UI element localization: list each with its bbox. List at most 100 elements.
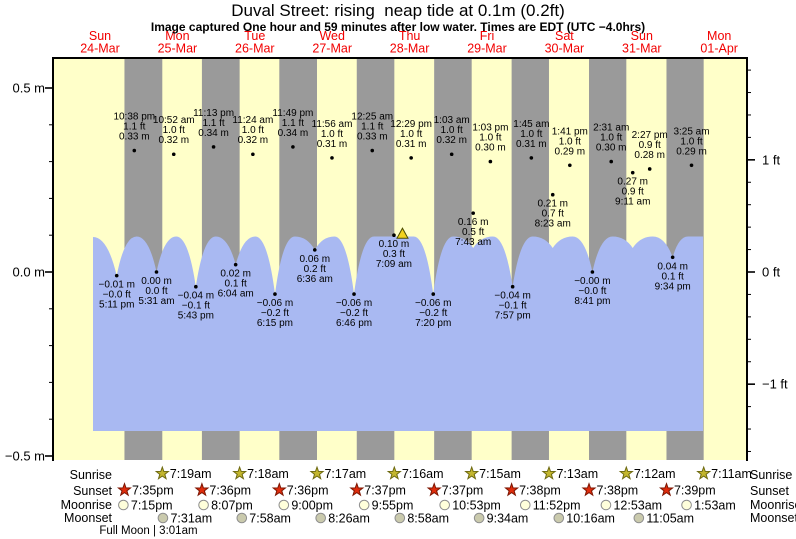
high-tide-m: 0.34 m: [278, 128, 309, 139]
sunrise-star-icon: [232, 465, 248, 480]
low-tide-m: −0.06 m: [415, 298, 451, 309]
sunrise-time: 7:17am: [324, 467, 366, 481]
low-tide-ft: −0.0 ft: [578, 286, 606, 297]
high-tide-dot: [171, 152, 176, 157]
high-tide-time: 2:31 am: [593, 123, 629, 134]
low-tide-ft: −0.0 ft: [103, 290, 131, 301]
high-tide-time: 1:03 am: [434, 115, 470, 126]
sunset-star-icon: [271, 482, 287, 497]
day-label-dow: Thu: [399, 29, 421, 43]
sunrise-row-label-right: Sunrise: [750, 468, 793, 482]
day-label-date: 31-Mar: [622, 42, 662, 56]
moonset-time: 11:05am: [646, 512, 694, 526]
sunset-time: 7:35pm: [132, 484, 174, 498]
low-tide-dot: [510, 284, 515, 289]
moonrise-time: 10:53pm: [452, 499, 501, 513]
current-level-dot: [392, 233, 396, 237]
low-tide-ft: 0.7 ft: [542, 209, 564, 220]
low-tide-m: −0.04 m: [178, 291, 214, 302]
moonrise-circle-icon: [600, 499, 612, 511]
moonset-circle-icon: [236, 512, 248, 524]
low-tide-dot: [352, 292, 356, 296]
high-tide-m: 0.30 m: [475, 143, 506, 154]
high-tide-m: 0.29 m: [555, 146, 586, 157]
high-tide-m: 0.33 m: [119, 132, 150, 143]
high-tide-dot: [529, 156, 534, 160]
low-tide-ft: −0.1 ft: [499, 301, 527, 312]
moonrise-circle-icon: [118, 499, 129, 511]
low-tide-dot: [550, 192, 555, 197]
high-tide-m: 0.32 m: [158, 135, 189, 146]
day-label-dow: Wed: [319, 29, 345, 43]
sunset-time: 7:38pm: [597, 484, 639, 498]
sunrise-time: 7:15am: [479, 467, 521, 481]
low-tide-time: 7:43 am: [455, 237, 491, 248]
low-tide-time: 8:41 pm: [574, 296, 610, 307]
low-tide-dot: [273, 292, 277, 296]
high-tide-ft: 1.0 ft: [600, 133, 622, 144]
high-tide-m: 0.31 m: [317, 139, 348, 150]
moonset-row-label-right: Moonset: [750, 511, 796, 525]
moonset-time: 8:26am: [328, 512, 370, 526]
high-tide-m: 0.34 m: [198, 128, 229, 139]
high-tide-ft: 1.0 ft: [242, 125, 264, 136]
sunrise-time: 7:16am: [402, 467, 444, 481]
low-tide-m: −0.04 m: [494, 291, 530, 302]
sunset-star-icon: [658, 482, 675, 497]
high-tide-dot: [647, 167, 652, 171]
right-axis-label: 1 ft: [762, 152, 780, 167]
high-tide-m: 0.32 m: [238, 135, 269, 146]
low-tide-ft: −0.2 ft: [419, 308, 447, 319]
high-tide-m: 0.32 m: [436, 135, 467, 146]
sunrise-star-icon: [541, 465, 557, 480]
sunset-time: 7:36pm: [209, 484, 251, 498]
day-label-dow: Mon: [165, 29, 189, 43]
high-tide-time: 12:29 pm: [390, 119, 432, 130]
low-tide-dot: [154, 270, 159, 274]
low-tide-ft: −0.1 ft: [182, 301, 210, 312]
high-tide-ft: 1.0 ft: [559, 136, 581, 147]
day-label-date: 25-Mar: [158, 42, 198, 56]
low-tide-dot: [471, 211, 475, 215]
moonset-time: 9:34am: [487, 512, 529, 526]
high-tide-ft: 1.0 ft: [680, 136, 702, 147]
moonrise-circle-icon: [278, 499, 290, 511]
high-tide-m: 0.29 m: [676, 146, 707, 157]
low-tide-m: −0.06 m: [336, 298, 372, 309]
high-tide-ft: 1.1 ft: [123, 122, 145, 133]
low-tide-time: 6:36 am: [297, 274, 333, 285]
page-subtitle: Image captured One hour and 59 minutes a…: [150, 20, 646, 34]
day-label-date: 29-Mar: [467, 42, 507, 56]
high-tide-m: 0.31 m: [516, 139, 547, 150]
right-axis-label: −1 ft: [762, 377, 788, 392]
moonrise-time: 8:07pm: [211, 499, 253, 513]
page-title: Duval Street: rising neap tide at 0.1m (…: [231, 1, 565, 20]
high-tide-time: 11:49 pm: [272, 108, 313, 119]
high-tide-ft: 1.1 ft: [202, 118, 224, 129]
low-tide-time: 5:43 pm: [178, 311, 214, 322]
day-label-dow: Mon: [707, 29, 731, 43]
right-axis-label: 0 ft: [762, 265, 780, 280]
low-tide-ft: −0.2 ft: [261, 308, 289, 319]
moonrise-circle-icon: [358, 499, 370, 511]
moonrise-time: 11:52pm: [533, 499, 581, 513]
low-tide-m: 0.06 m: [299, 254, 330, 265]
moonset-circle-icon: [315, 512, 326, 524]
low-tide-ft: 0.9 ft: [622, 187, 644, 198]
high-tide-time: 1:41 pm: [552, 126, 588, 137]
low-tide-m: 0.27 m: [617, 177, 648, 188]
day-label-date: 26-Mar: [235, 42, 275, 56]
high-tide-time: 3:25 am: [673, 126, 709, 137]
low-tide-dot: [233, 262, 238, 267]
high-tide-dot: [370, 148, 375, 153]
sunrise-star-icon: [696, 465, 712, 480]
moonset-time: 10:16am: [566, 512, 615, 526]
low-tide-m: −0.01 m: [99, 280, 135, 291]
high-tide-m: 0.33 m: [357, 132, 388, 143]
low-tide-time: 6:04 am: [218, 289, 254, 300]
high-tide-ft: 1.0 ft: [479, 133, 501, 144]
low-tide-m: 0.00 m: [141, 276, 172, 287]
low-tide-dot: [590, 270, 595, 274]
high-tide-dot: [689, 163, 694, 168]
